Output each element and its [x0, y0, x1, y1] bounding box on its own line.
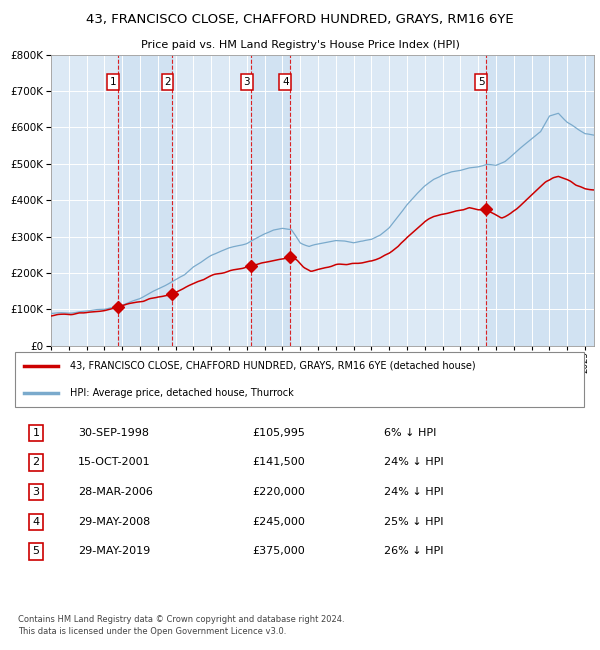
Text: £245,000: £245,000: [252, 517, 305, 526]
Text: 24% ↓ HPI: 24% ↓ HPI: [384, 458, 443, 467]
Text: 25% ↓ HPI: 25% ↓ HPI: [384, 517, 443, 526]
Text: 29-MAY-2019: 29-MAY-2019: [78, 547, 150, 556]
Text: 2: 2: [32, 458, 40, 467]
Text: 24% ↓ HPI: 24% ↓ HPI: [384, 487, 443, 497]
Text: 5: 5: [32, 547, 40, 556]
Text: 2: 2: [164, 77, 171, 87]
Text: HPI: Average price, detached house, Thurrock: HPI: Average price, detached house, Thur…: [70, 388, 293, 398]
Text: 29-MAY-2008: 29-MAY-2008: [78, 517, 150, 526]
Text: 5: 5: [478, 77, 484, 87]
Text: 15-OCT-2001: 15-OCT-2001: [78, 458, 151, 467]
Text: £220,000: £220,000: [252, 487, 305, 497]
Text: 43, FRANCISCO CLOSE, CHAFFORD HUNDRED, GRAYS, RM16 6YE (detached house): 43, FRANCISCO CLOSE, CHAFFORD HUNDRED, G…: [70, 361, 475, 371]
Text: 4: 4: [282, 77, 289, 87]
Bar: [485, 55, 594, 346]
Text: 3: 3: [244, 77, 250, 87]
Text: £375,000: £375,000: [252, 547, 305, 556]
Text: 4: 4: [32, 517, 40, 526]
Text: 1: 1: [32, 428, 40, 438]
Text: Contains HM Land Registry data © Crown copyright and database right 2024.
This d: Contains HM Land Registry data © Crown c…: [18, 615, 344, 636]
Text: 43, FRANCISCO CLOSE, CHAFFORD HUNDRED, GRAYS, RM16 6YE: 43, FRANCISCO CLOSE, CHAFFORD HUNDRED, G…: [86, 13, 514, 26]
Text: 3: 3: [32, 487, 40, 497]
FancyBboxPatch shape: [15, 352, 584, 407]
Text: 26% ↓ HPI: 26% ↓ HPI: [384, 547, 443, 556]
Text: 1: 1: [110, 77, 116, 87]
Text: 30-SEP-1998: 30-SEP-1998: [78, 428, 149, 438]
Bar: [118, 55, 172, 346]
Text: £105,995: £105,995: [252, 428, 305, 438]
Text: 28-MAR-2006: 28-MAR-2006: [78, 487, 153, 497]
Text: 6% ↓ HPI: 6% ↓ HPI: [384, 428, 436, 438]
Bar: [251, 55, 290, 346]
Text: £141,500: £141,500: [252, 458, 305, 467]
Text: Price paid vs. HM Land Registry's House Price Index (HPI): Price paid vs. HM Land Registry's House …: [140, 40, 460, 49]
